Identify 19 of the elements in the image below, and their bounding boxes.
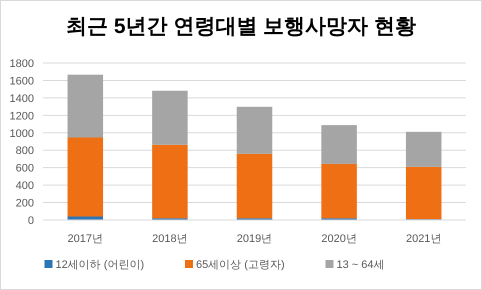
x-tick-label: 2020년 bbox=[321, 233, 357, 245]
x-tick-label: 2018년 bbox=[152, 233, 188, 245]
y-tick-label: 1400 bbox=[10, 92, 34, 105]
y-tick-label: 1800 bbox=[10, 58, 34, 70]
y-tick-label: 1200 bbox=[10, 110, 34, 122]
legend-label: 65세이상 (고령자) bbox=[196, 259, 285, 271]
chart-title: 최근 5년간 연령대별 보행사망자 현황 bbox=[66, 15, 416, 38]
x-tick-label: 2019년 bbox=[236, 233, 272, 245]
y-tick-label: 400 bbox=[16, 180, 34, 192]
y-tick-label: 200 bbox=[16, 198, 34, 210]
y-tick-label: 600 bbox=[16, 162, 34, 175]
y-tick-label: 0 bbox=[28, 215, 34, 227]
legend-label: 13 ~ 64세 bbox=[336, 259, 385, 271]
x-tick-label: 2021년 bbox=[406, 233, 442, 245]
y-tick-label: 800 bbox=[16, 145, 34, 158]
legend-label: 12세이하 (어린이) bbox=[56, 259, 144, 271]
y-tick-label: 1600 bbox=[10, 75, 34, 88]
x-tick-label: 2017년 bbox=[68, 233, 104, 245]
y-tick-label: 1000 bbox=[10, 128, 34, 140]
